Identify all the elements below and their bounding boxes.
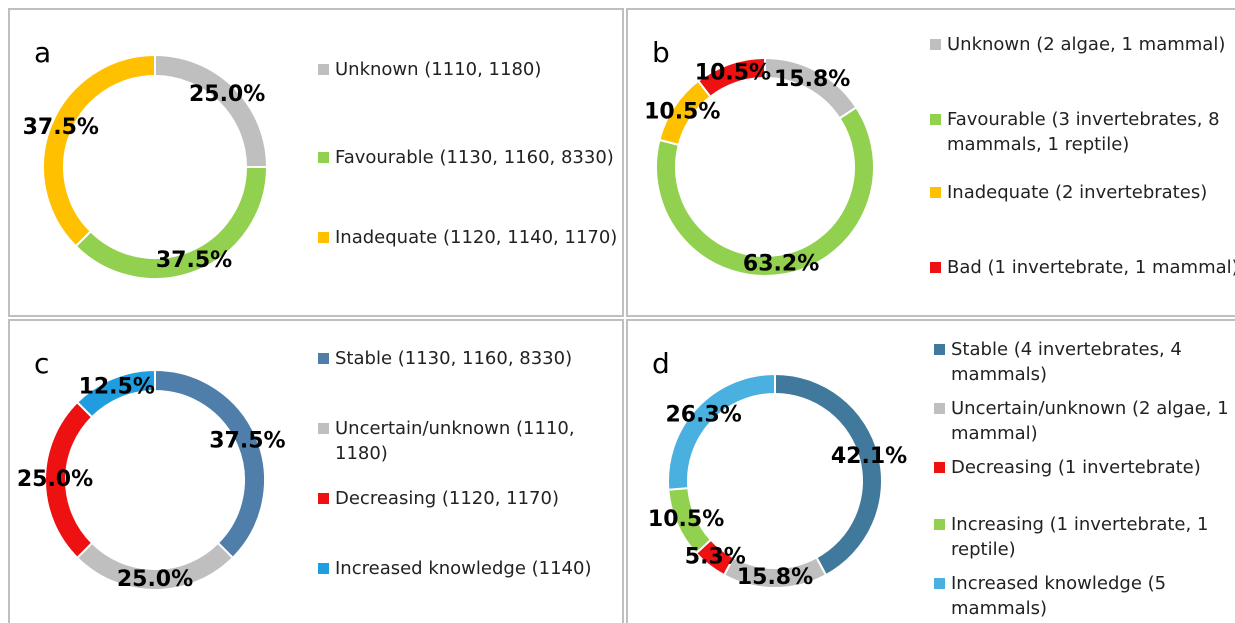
data-label: 63.2%	[743, 252, 819, 277]
legend-swatch	[318, 353, 329, 364]
legend-label: Unknown (1110, 1180)	[335, 59, 542, 80]
donut-slice	[696, 56, 766, 99]
legend-swatch	[318, 493, 329, 504]
data-label: 5.3%	[685, 544, 746, 569]
legend-label: Inadequate (1120, 1140, 1170)	[335, 227, 618, 248]
data-label: 10.5%	[695, 60, 771, 85]
legend-label: Stable (4 invertebrates, 4 mammals)	[951, 339, 1182, 385]
panel-letter: b	[652, 36, 670, 69]
legend-entry: Favourable (1130, 1160, 8330)	[318, 145, 620, 170]
donut-slice	[154, 368, 266, 560]
donut-slice	[42, 53, 156, 248]
legend-swatch	[930, 262, 941, 273]
legend-label: Uncertain/unknown (1110, 1180)	[335, 418, 575, 464]
legend-entry: Uncertain/unknown (1110, 1180)	[318, 416, 620, 466]
panel-letter: d	[652, 347, 670, 380]
legend-entry: Increased knowledge (5 mammals)	[934, 571, 1235, 621]
donut-chart: a 25.0% 37.5% 37.5%	[23, 36, 269, 280]
legend-entry: Inadequate (1120, 1140, 1170)	[318, 225, 620, 250]
donut-slice	[655, 106, 875, 277]
data-label: 15.8%	[774, 67, 850, 92]
legend-swatch	[318, 64, 329, 75]
donut-chart: c 37.5% 25.0% 25.0% 12.5%	[17, 347, 286, 592]
legend-label: Unknown (2 algae, 1 mammal)	[947, 34, 1226, 55]
donut-slice	[774, 372, 883, 577]
legend-swatch	[934, 578, 945, 589]
legend-label: Uncertain/unknown (2 algae, 1 mammal)	[951, 398, 1229, 444]
legend-label: Increased knowledge (5 mammals)	[951, 573, 1167, 619]
legend-label: Increasing (1 invertebrate, 1 reptile)	[951, 514, 1209, 560]
donut-slice	[75, 368, 156, 419]
panel-letter: a	[34, 36, 51, 69]
donut-chart: d 42.1% 15.8%5.3% 10.5% 26.3%	[648, 347, 907, 590]
legend-swatch	[318, 423, 329, 434]
legend-swatch	[318, 232, 329, 243]
legend-label: Inadequate (2 invertebrates)	[947, 182, 1208, 203]
donut-slice	[154, 53, 269, 168]
data-label: 42.1%	[831, 444, 907, 469]
legend-entry: Unknown (2 algae, 1 mammal)	[930, 32, 1235, 57]
data-label: 25.0%	[117, 567, 193, 592]
chart-panel: b 15.8% 63.2% 10.5% 10.5% Unknown (2 algae, 1…	[626, 8, 1235, 317]
chart-panel: c 37.5% 25.0% 25.0% 12.5% Stable (1130, 1160,…	[8, 319, 624, 623]
donut-chart: b 15.8% 63.2% 10.5% 10.5%	[644, 36, 875, 277]
legend-entry: Decreasing (1 invertebrate)	[934, 455, 1235, 480]
legend-entry: Uncertain/unknown (2 algae, 1 mammal)	[934, 396, 1235, 446]
data-label: 12.5%	[79, 375, 155, 400]
legend-swatch	[934, 344, 945, 355]
data-label: 37.5%	[23, 115, 99, 140]
legend-swatch	[318, 563, 329, 574]
legend-entry: Bad (1 invertebrate, 1 mammal)	[930, 255, 1235, 280]
legend-entry: Stable (4 invertebrates, 4 mammals)	[934, 337, 1235, 387]
legend-entry: Increased knowledge (1140)	[318, 556, 620, 581]
data-label: 10.5%	[648, 507, 724, 532]
legend-entry: Favourable (3 invertebrates, 8 mammals, …	[930, 107, 1235, 157]
legend-swatch	[930, 114, 941, 125]
legend-entry: Unknown (1110, 1180)	[318, 57, 620, 82]
legend-label: Bad (1 invertebrate, 1 mammal)	[947, 257, 1235, 278]
legend-swatch	[930, 39, 941, 50]
legend-swatch	[934, 462, 945, 473]
data-label: 37.5%	[156, 248, 232, 273]
legend-swatch	[930, 187, 941, 198]
data-label: 15.8%	[737, 565, 813, 590]
legend-entry: Stable (1130, 1160, 8330)	[318, 346, 620, 371]
legend-label: Decreasing (1 invertebrate)	[951, 457, 1201, 478]
legend-label: Increased knowledge (1140)	[335, 558, 592, 579]
legend-swatch	[318, 152, 329, 163]
data-label: 10.5%	[644, 100, 720, 125]
legend-swatch	[934, 519, 945, 530]
chart-panel: a 25.0% 37.5% 37.5% Unknown (1110, 1180) Favo…	[8, 8, 624, 317]
legend-entry: Decreasing (1120, 1170)	[318, 486, 620, 511]
data-label: 25.0%	[189, 82, 265, 107]
data-label: 26.3%	[666, 402, 742, 427]
data-label: 25.0%	[17, 467, 93, 492]
legend-label: Favourable (1130, 1160, 8330)	[335, 147, 614, 168]
legend-label: Stable (1130, 1160, 8330)	[335, 348, 573, 369]
legend-label: Decreasing (1120, 1170)	[335, 488, 559, 509]
chart-panel: d 42.1% 15.8% 5.3% 10.5% 26.3% Stable (4 inver…	[626, 319, 1235, 623]
data-label: 37.5%	[209, 429, 285, 454]
legend-swatch	[934, 403, 945, 414]
legend-label: Favourable (3 invertebrates, 8 mammals, …	[947, 109, 1220, 155]
legend-entry: Inadequate (2 invertebrates)	[930, 180, 1235, 205]
donut-slice	[667, 372, 776, 491]
legend-entry: Increasing (1 invertebrate, 1 reptile)	[934, 512, 1235, 562]
panel-letter: c	[34, 347, 49, 380]
